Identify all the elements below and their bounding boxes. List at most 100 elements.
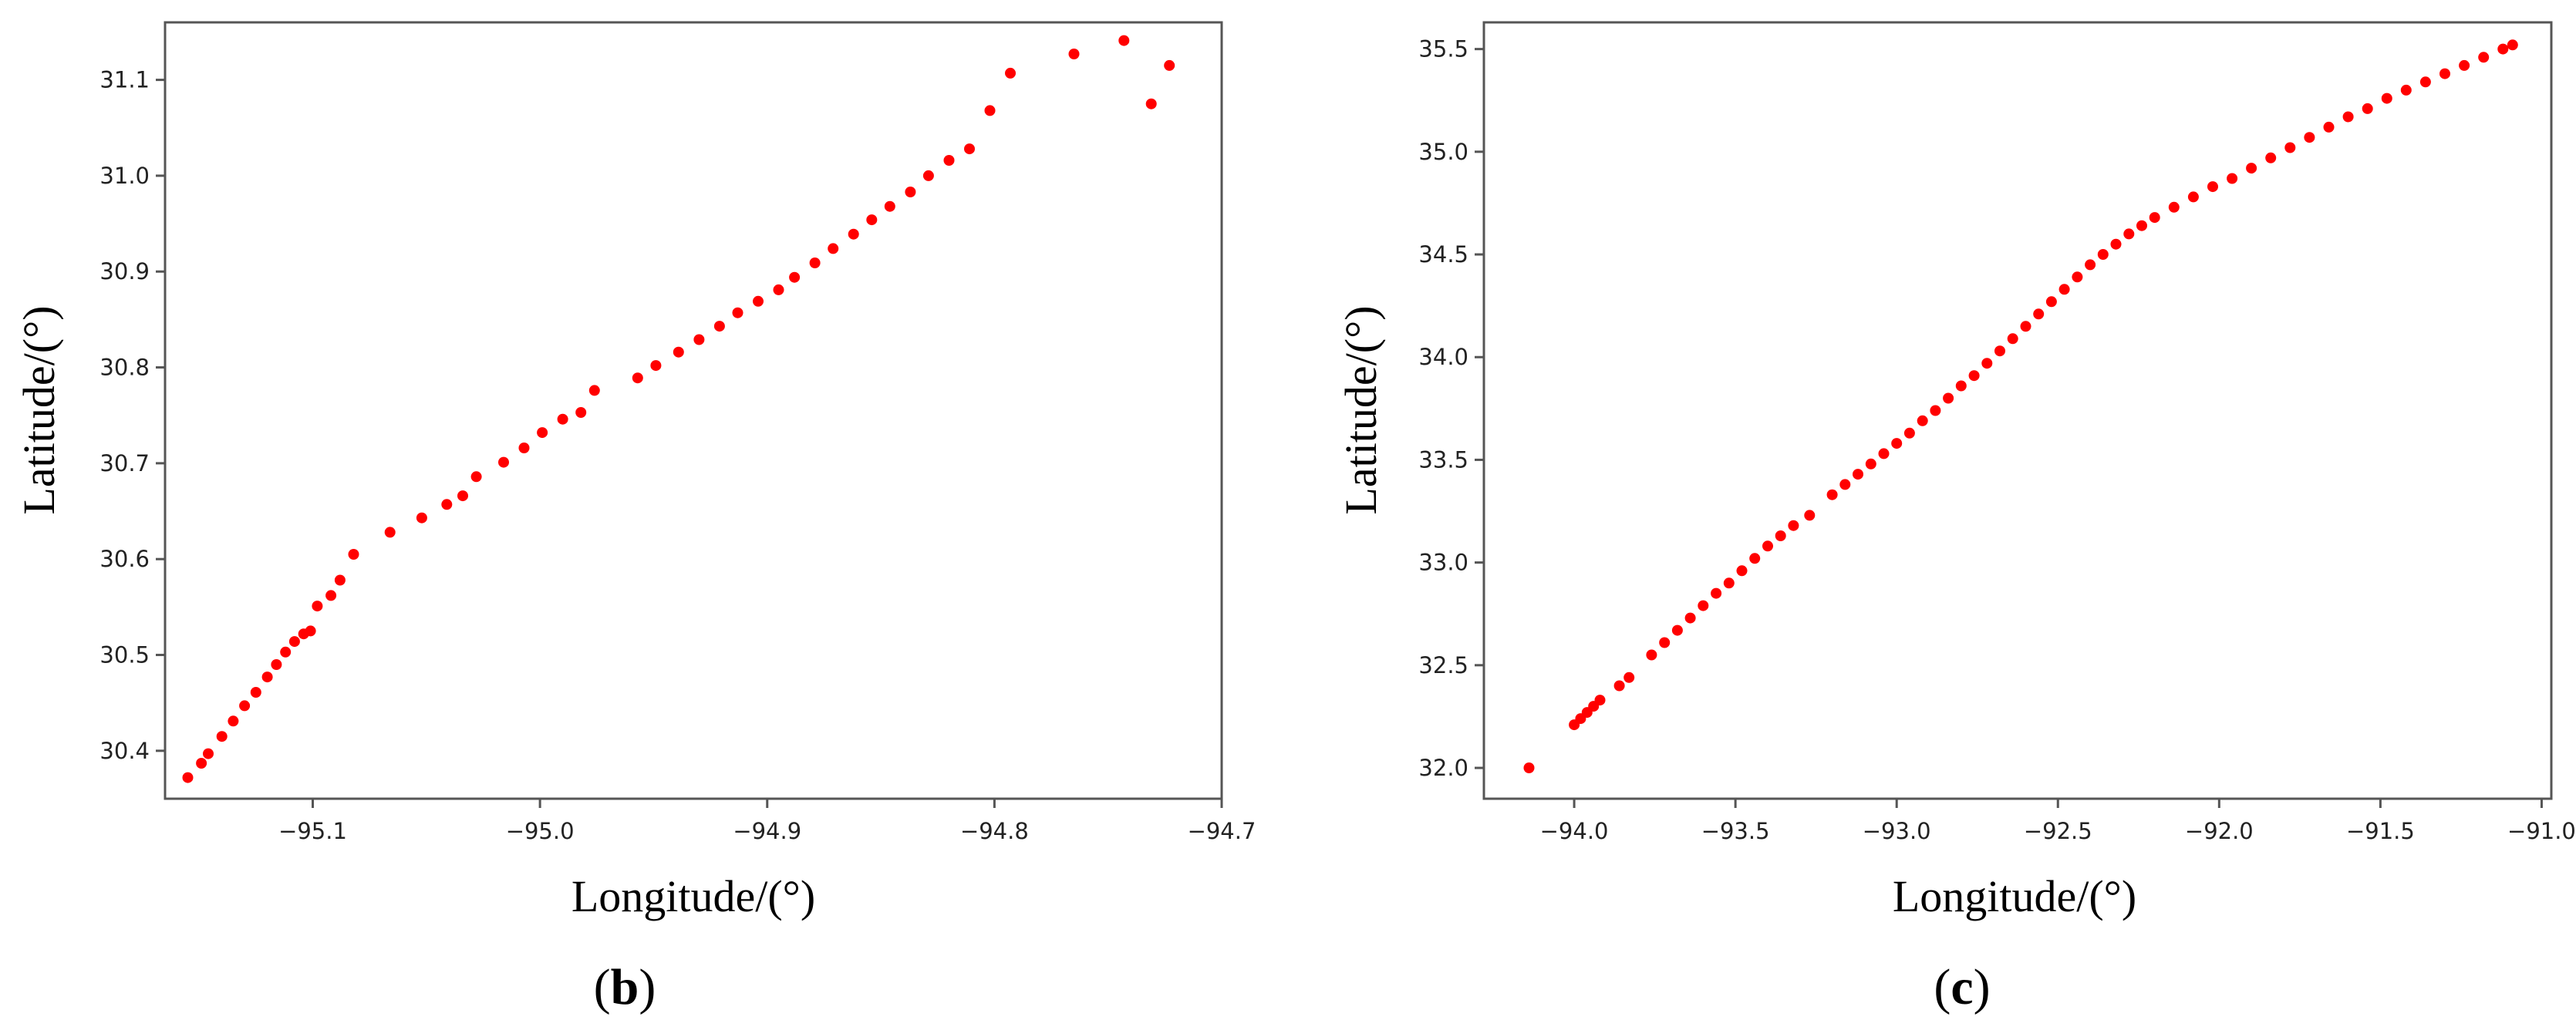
data-point-c [1646,649,1657,661]
data-point-b [498,456,509,468]
data-point-b [773,284,784,295]
data-point-c [2381,93,2392,104]
data-point-c [2136,220,2147,231]
x-axis-title-b: Longitude/(°) [572,871,815,921]
x-tick-label-c: −92.0 [2185,818,2254,844]
x-tick-label-b: −94.9 [733,818,801,844]
data-point-c [1659,637,1671,648]
data-point-b [984,105,996,116]
data-point-c [2419,76,2431,88]
data-point-b [922,170,934,181]
data-point-b [325,590,337,601]
data-point-c [1613,680,1625,692]
data-point-b [943,155,955,166]
x-tick-label-c: −91.0 [2507,818,2576,844]
data-point-c [2207,181,2218,193]
panel-letter-c: c [1951,959,1973,1015]
data-point-c [2362,103,2373,114]
y-tick-label-b: 30.4 [99,738,150,764]
data-point-c [2168,201,2180,213]
data-point-b [261,672,273,683]
data-point-c [1903,427,1915,439]
data-point-c [1891,438,1903,449]
data-point-b [334,574,346,586]
data-point-b [650,360,662,372]
data-point-c [1878,448,1890,459]
data-point-b [305,625,316,637]
data-point-b [557,413,568,425]
data-point-c [2058,284,2070,295]
data-point-b [588,385,600,396]
data-point-c [1826,489,1838,500]
points-b [182,35,1175,783]
data-point-c [1594,695,1606,706]
data-point-c [1917,415,1928,426]
data-point-c [1698,600,1709,611]
data-point-b [312,601,323,612]
data-point-b [239,700,251,712]
x-axis-title-c: Longitude/(°) [1893,871,2136,921]
data-point-c [2265,152,2277,163]
chart-panel-b: −95.1 −95.0 −94.9 −94.8 −94.7 30.430.530.630… [14,21,1256,1015]
y-tick-label-b: 30.8 [99,355,150,381]
y-tick-label-b: 31.1 [99,67,150,93]
data-point-c [2439,68,2450,79]
data-point-b [848,228,859,240]
data-point-b [457,490,468,502]
data-point-b [216,731,228,742]
data-point-b [732,307,743,318]
data-point-c [1981,358,1993,369]
data-point-b [203,748,214,759]
y-tick-label-b: 30.6 [99,546,150,572]
data-point-b [884,200,895,212]
y-tick-label-c: 34.5 [1418,241,1468,268]
data-point-b [575,407,587,418]
x-ticks-c: −94.0 −93.5 −93.0 −92.5 −92.0 −91.5 −91.0 [1540,799,2576,844]
data-point-c [1943,392,1954,404]
data-point-c [2007,333,2018,345]
y-tick-label-c: 35.0 [1418,139,1468,165]
x-tick-label-c: −92.5 [2024,818,2092,844]
plot-frame-b [164,21,1223,800]
data-point-c [2246,163,2257,174]
data-point-c [2149,212,2160,224]
data-point-b [713,321,725,332]
data-point-b [964,143,975,155]
data-point-b [828,243,839,254]
data-point-c [1994,345,2005,357]
x-tick-label-c: −91.5 [2346,818,2415,844]
data-point-c [2342,111,2354,123]
plot-frame-c [1482,21,2553,800]
data-point-c [1723,577,1735,589]
y-tick-label-c: 33.5 [1418,446,1468,473]
data-point-c [2284,142,2296,153]
data-point-c [2507,39,2518,51]
data-point-c [2400,84,2412,96]
data-point-c [2123,228,2135,240]
data-point-c [2478,52,2490,63]
x-tick-label-b: −94.7 [1188,818,1256,844]
x-tick-label-c: −93.0 [1863,818,1931,844]
data-point-c [2323,121,2335,133]
data-point-c [2304,132,2315,143]
data-point-b [288,636,300,648]
data-point-c [1968,370,1980,382]
data-point-c [2497,43,2509,55]
data-point-c [1788,520,1799,531]
data-point-c [1736,565,1748,577]
y-tick-label-b: 30.9 [99,258,150,284]
data-point-c [1930,405,1941,416]
data-point-c [1865,458,1876,470]
data-point-c [1749,553,1761,564]
data-point-b [250,687,261,698]
data-point-c [1955,380,1967,392]
data-point-b [537,427,548,439]
panel-letter-b: b [611,959,639,1015]
data-point-b [693,334,705,345]
data-point-c [1762,540,1773,552]
data-point-c [1804,510,1816,521]
data-point-b [1164,59,1175,71]
data-point-b [1068,49,1080,59]
data-point-c [2187,191,2199,203]
